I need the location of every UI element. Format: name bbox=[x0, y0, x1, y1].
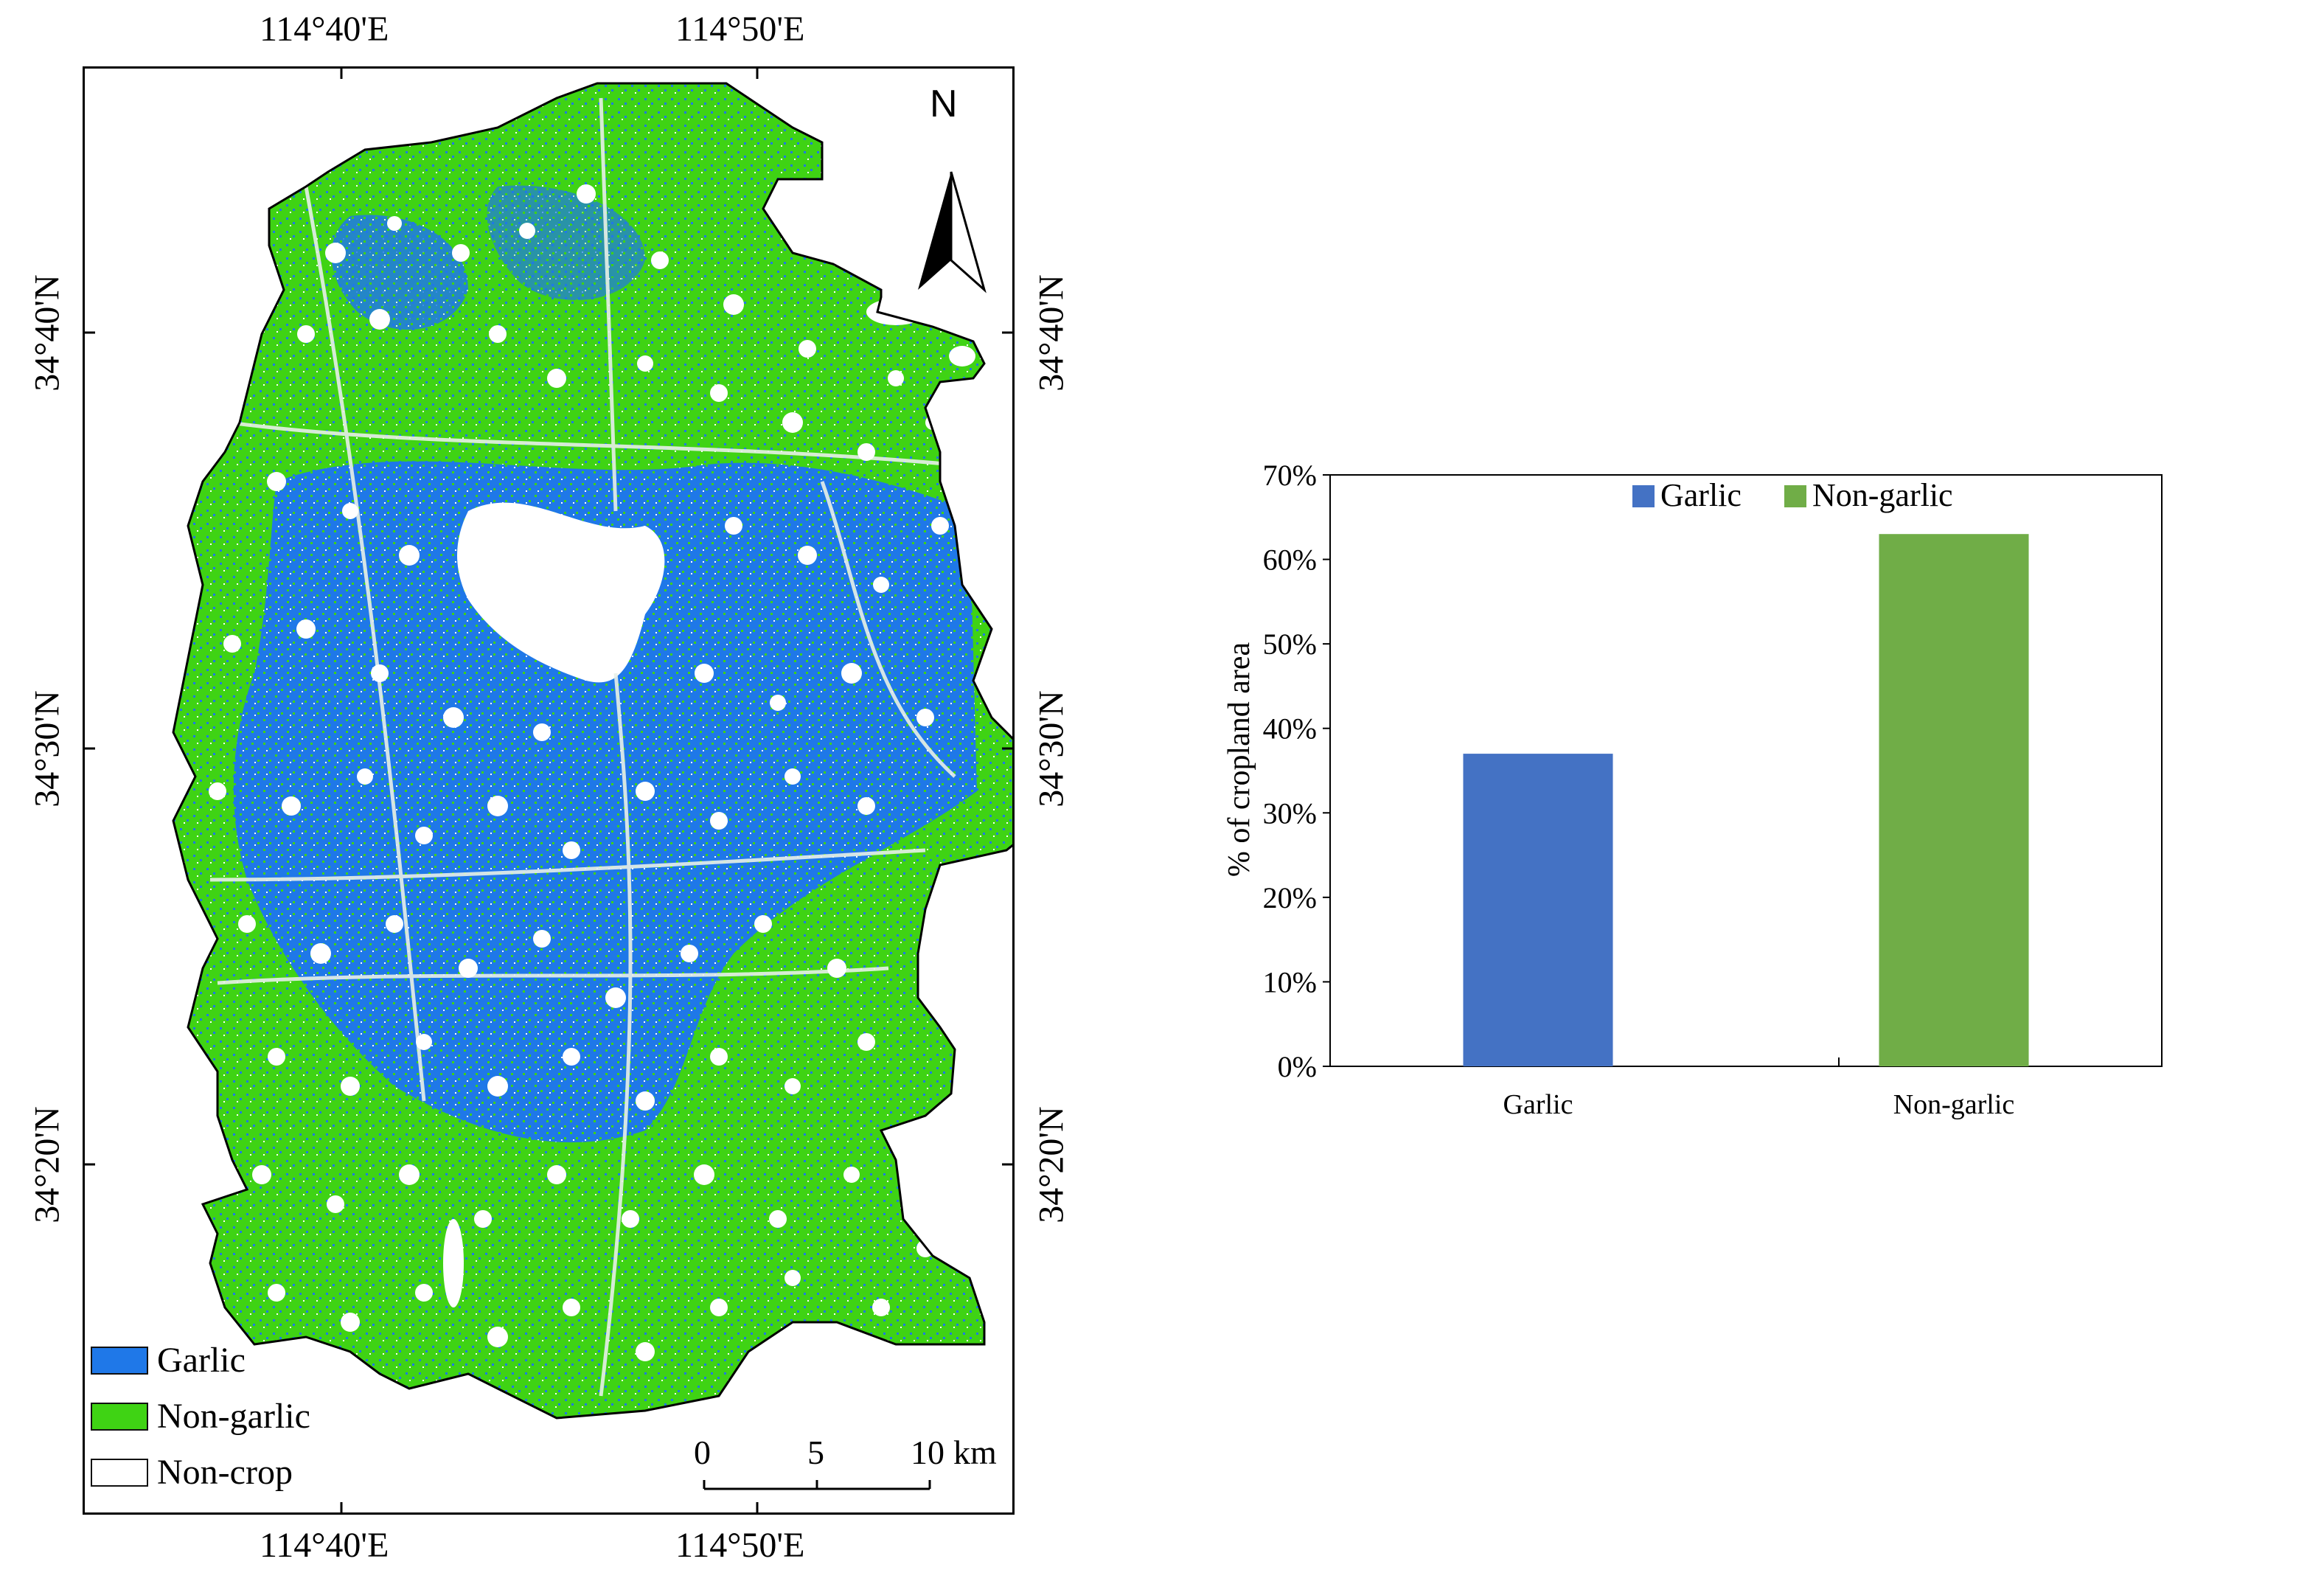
scale-unit: km bbox=[953, 1434, 997, 1471]
plot-area bbox=[1329, 474, 2163, 1067]
legend-swatch-non-garlic bbox=[91, 1402, 148, 1431]
left-tick-1: 34°40'N bbox=[27, 274, 67, 392]
chart-legend-swatch-non-garlic bbox=[1784, 485, 1806, 507]
y-tick-label: 40% bbox=[1263, 712, 1317, 746]
left-tick-3: 34°20'N bbox=[27, 1106, 67, 1223]
y-tick-label: 10% bbox=[1263, 965, 1317, 998]
bottom-tick-2: 114°50'E bbox=[675, 1526, 805, 1565]
legend-item-non-garlic: Non-garlic bbox=[91, 1396, 310, 1437]
scale-label-10: 10 bbox=[911, 1434, 944, 1471]
y-tick-label: 70% bbox=[1263, 459, 1317, 492]
scale-label-0: 0 bbox=[694, 1434, 711, 1471]
chart-legend-swatch-garlic bbox=[1632, 485, 1655, 507]
left-tick-2: 34°30'N bbox=[27, 690, 67, 807]
bar-garlic bbox=[1463, 754, 1613, 1066]
y-tick-label: 50% bbox=[1263, 628, 1317, 661]
x-axis-labels: Garlic Non-garlic bbox=[1503, 1089, 2015, 1120]
y-axis-label: % of cropland area bbox=[1222, 642, 1256, 877]
y-tick-label: 30% bbox=[1263, 796, 1317, 830]
y-tick-label: 60% bbox=[1263, 543, 1317, 577]
bars bbox=[1463, 534, 2029, 1066]
map-frame: N 0 5 10 km Garlic Non-garlic Non-crop bbox=[83, 66, 1015, 1515]
scale-bar bbox=[703, 1480, 931, 1490]
bottom-tick-1: 114°40'E bbox=[260, 1526, 389, 1565]
right-tick-1: 34°40'N bbox=[1031, 274, 1071, 392]
legend-label-non-crop: Non-crop bbox=[157, 1453, 293, 1492]
right-tick-2: 34°30'N bbox=[1031, 690, 1071, 807]
county-map bbox=[85, 69, 1012, 1512]
bar-chart: % of cropland area 0% 10% 20% 30% 40% 50% 60% 7… bbox=[1222, 459, 2163, 1120]
village-spots bbox=[209, 184, 975, 1361]
county-landcover bbox=[173, 83, 1012, 1418]
y-tick-label: 0% bbox=[1278, 1050, 1317, 1083]
chart-legend-label-non-garlic: Non-garlic bbox=[1812, 477, 1953, 513]
y-axis-ticks: 0% 10% 20% 30% 40% 50% 60% 70% bbox=[1263, 459, 1330, 1083]
north-arrow-label: N bbox=[930, 83, 958, 125]
legend-label-non-garlic: Non-garlic bbox=[157, 1397, 310, 1436]
scale-label-5: 5 bbox=[807, 1434, 824, 1471]
bar-non-garlic bbox=[1879, 534, 2029, 1066]
top-tick-2: 114°50'E bbox=[675, 10, 805, 49]
legend-swatch-non-crop bbox=[91, 1458, 148, 1487]
county-boundary bbox=[172, 82, 1012, 1420]
legend-label-garlic: Garlic bbox=[157, 1341, 246, 1380]
y-tick-label: 20% bbox=[1263, 881, 1317, 914]
x-tick-label: Garlic bbox=[1503, 1089, 1573, 1120]
chart-legend-label-garlic: Garlic bbox=[1660, 477, 1742, 513]
chart-legend: Garlic Non-garlic bbox=[1632, 477, 1953, 513]
x-tick-label: Non-garlic bbox=[1893, 1089, 2015, 1120]
top-tick-1: 114°40'E bbox=[260, 10, 389, 49]
frame-ticks bbox=[85, 69, 1012, 1512]
legend-item-garlic: Garlic bbox=[91, 1340, 246, 1380]
legend-item-non-crop: Non-crop bbox=[91, 1452, 293, 1493]
north-arrow-icon bbox=[918, 171, 987, 293]
legend-swatch-garlic bbox=[91, 1346, 148, 1375]
right-tick-3: 34°20'N bbox=[1031, 1106, 1071, 1223]
